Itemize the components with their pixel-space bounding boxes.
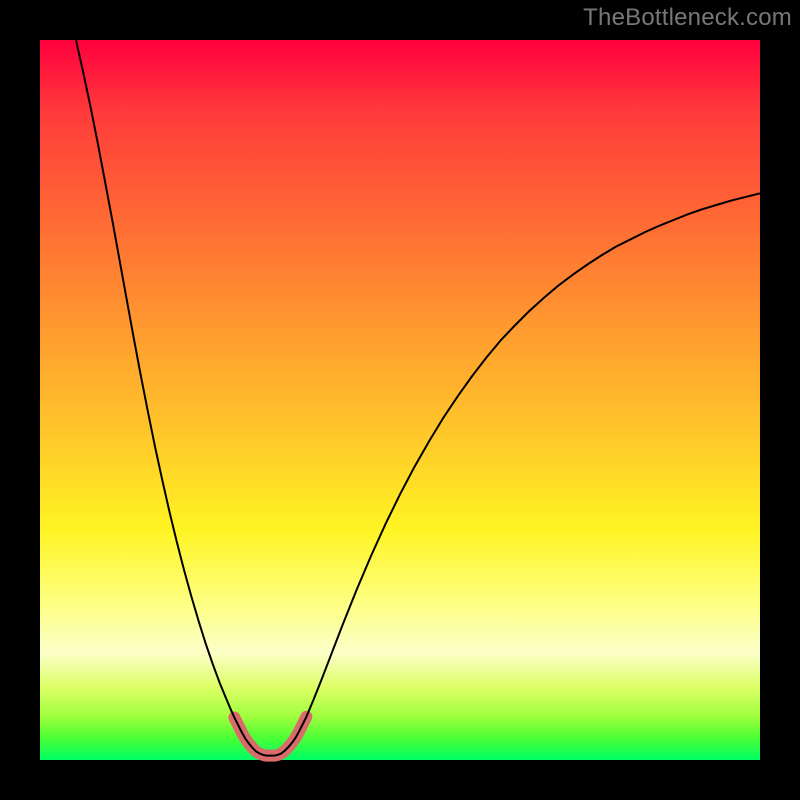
chart-plot-area bbox=[40, 40, 760, 760]
chart-container: TheBottleneck.com bbox=[0, 0, 800, 800]
chart-svg bbox=[40, 40, 760, 760]
main-curve bbox=[76, 40, 760, 756]
watermark-text: TheBottleneck.com bbox=[583, 4, 792, 32]
